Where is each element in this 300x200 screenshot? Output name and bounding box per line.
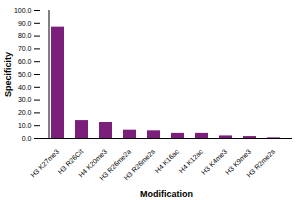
svg-text:Specificity: Specificity xyxy=(3,52,13,97)
svg-text:20.0: 20.0 xyxy=(18,109,32,116)
svg-text:H3 R26Cit: H3 R26Cit xyxy=(56,147,85,176)
svg-text:80.0: 80.0 xyxy=(18,32,32,39)
svg-text:10.0: 10.0 xyxy=(18,122,32,129)
svg-text:90.0: 90.0 xyxy=(18,20,32,27)
svg-text:100.0: 100.0 xyxy=(14,7,32,14)
svg-text:H3 K4me3: H3 K4me3 xyxy=(200,147,229,176)
svg-text:40.0: 40.0 xyxy=(18,84,32,91)
svg-text:70.0: 70.0 xyxy=(18,45,32,52)
svg-text:H4 K16ac: H4 K16ac xyxy=(154,147,181,174)
svg-text:60.0: 60.0 xyxy=(18,58,32,65)
svg-text:30.0: 30.0 xyxy=(18,96,32,103)
svg-text:H3 R26me2s: H3 R26me2s xyxy=(122,147,156,181)
svg-text:50.0: 50.0 xyxy=(18,71,32,78)
svg-text:H3 R26me2a: H3 R26me2a xyxy=(98,147,133,182)
svg-text:H3 K9me3: H3 K9me3 xyxy=(224,147,253,176)
svg-text:H4 K12ac: H4 K12ac xyxy=(177,147,205,175)
svg-text:H4 K20me3: H4 K20me3 xyxy=(77,147,109,179)
svg-text:H3 R2me2s: H3 R2me2s xyxy=(245,147,276,178)
svg-text:0.0: 0.0 xyxy=(22,135,32,142)
svg-text:Modification: Modification xyxy=(140,189,193,199)
svg-text:H3 K27me3: H3 K27me3 xyxy=(29,148,60,179)
